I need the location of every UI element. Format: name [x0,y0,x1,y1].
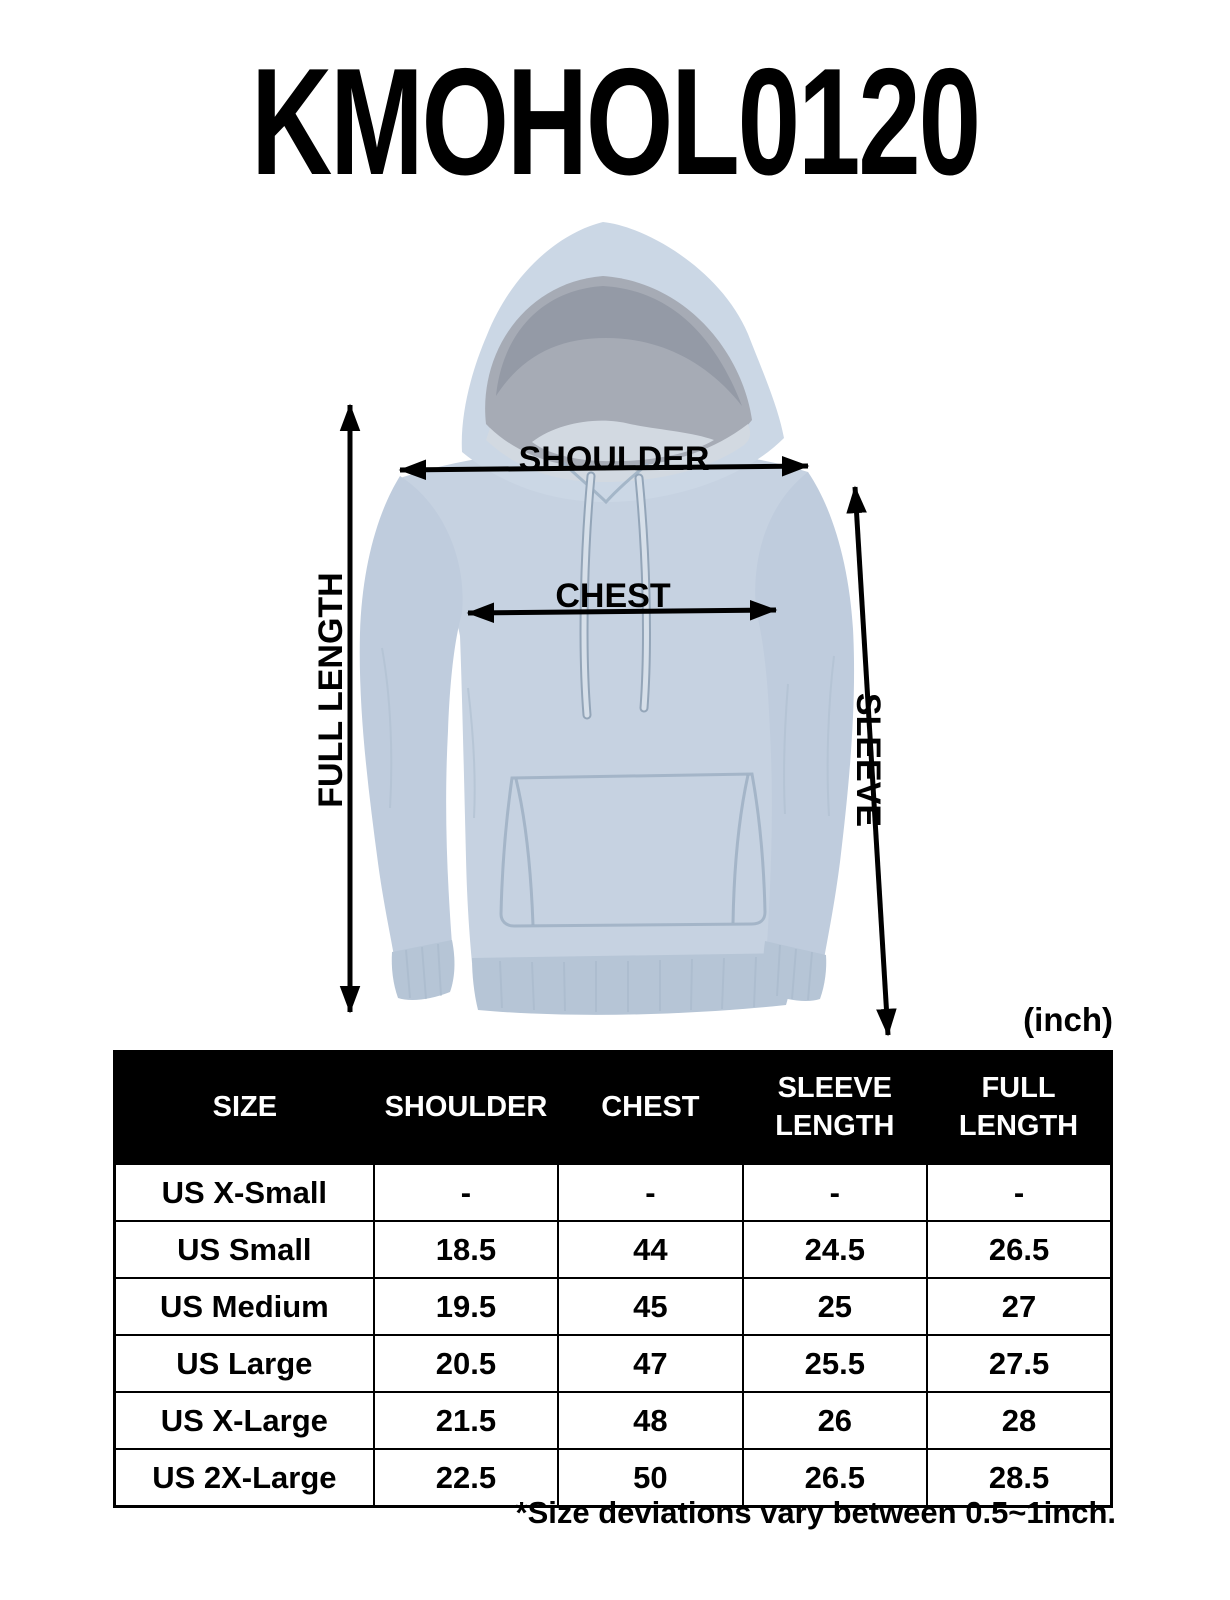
value-cell: 22.5 [372,1448,560,1508]
full-length-measure-label: FULL LENGTH [312,572,350,808]
value-cell: 27 [926,1277,1113,1336]
value-cell: - [741,1163,929,1222]
measurement-arrows [339,403,897,1037]
value-cell: - [557,1163,744,1222]
value-cell: 25.5 [741,1334,929,1393]
value-cell: 21.5 [372,1391,560,1450]
value-cell: 47 [557,1334,744,1393]
value-cell: 27.5 [926,1334,1113,1393]
hoodie-illustration [339,222,897,1037]
size-cell: US X-Large [113,1391,375,1450]
size-cell: US 2X-Large [113,1448,375,1508]
sleeve-measure-label: SLEEVE [849,692,887,828]
table-row: US Medium 19.5 45 25 27 [113,1277,1113,1336]
chest-measure-label: CHEST [555,577,671,615]
value-cell: 24.5 [741,1220,929,1279]
value-cell: 20.5 [372,1334,560,1393]
value-cell: 50 [557,1448,744,1508]
column-header: FULL LENGTH [927,1051,1112,1164]
measurement-diagram [300,210,920,1045]
column-header: SIZE [114,1051,374,1164]
value-cell: 28.5 [926,1448,1113,1508]
value-cell: 44 [557,1220,744,1279]
table-row: US Large 20.5 47 25.5 27.5 [113,1334,1113,1393]
table-row: US X-Large 21.5 48 26 28 [113,1391,1113,1450]
hoodie-hood [461,222,784,720]
value-cell: 48 [557,1391,744,1450]
value-cell: 26.5 [926,1220,1113,1279]
table-row: US Small 18.5 44 24.5 26.5 [113,1220,1113,1279]
value-cell: 19.5 [372,1277,560,1336]
column-header: CHEST [558,1051,743,1164]
column-header: SLEEVE LENGTH [742,1051,928,1164]
size-deviation-note: *Size deviations vary between 0.5~1inch. [515,1495,1116,1530]
value-cell: 45 [557,1277,744,1336]
table-header-row: SIZE SHOULDER CHEST SLEEVE LENGTH FULL LENGTH [114,1051,1112,1164]
value-cell: 28 [926,1391,1113,1450]
column-header: SHOULDER [373,1051,559,1164]
value-cell: 18.5 [372,1220,560,1279]
size-cell: US X-Small [113,1163,375,1222]
hoodie-body [359,448,855,1015]
value-cell: 26 [741,1391,929,1450]
size-cell: US Large [113,1334,375,1393]
value-cell: 25 [741,1277,929,1336]
size-cell: US Medium [113,1277,375,1336]
shoulder-arrow [398,455,810,481]
value-cell: - [372,1163,560,1222]
size-table: SIZE SHOULDER CHEST SLEEVE LENGTH FULL LENGTH … [113,1050,1113,1508]
table-row: US 2X-Large 22.5 50 26.5 28.5 [113,1448,1113,1508]
size-table-body: US X-Small - - - - US Small 18.5 44 24.5 26.5 US M… [113,1163,1113,1508]
page-title: KMOHOL0120 [251,37,981,207]
table-row: US X-Small - - - - [113,1163,1113,1222]
shoulder-measure-label: SHOULDER [518,440,710,478]
chest-arrow [466,599,778,624]
size-cell: US Small [113,1220,375,1279]
value-cell: 26.5 [741,1448,929,1508]
sleeve-arrow [846,485,897,1037]
unit-label: (inch) [1023,1001,1113,1038]
value-cell: - [926,1163,1113,1222]
